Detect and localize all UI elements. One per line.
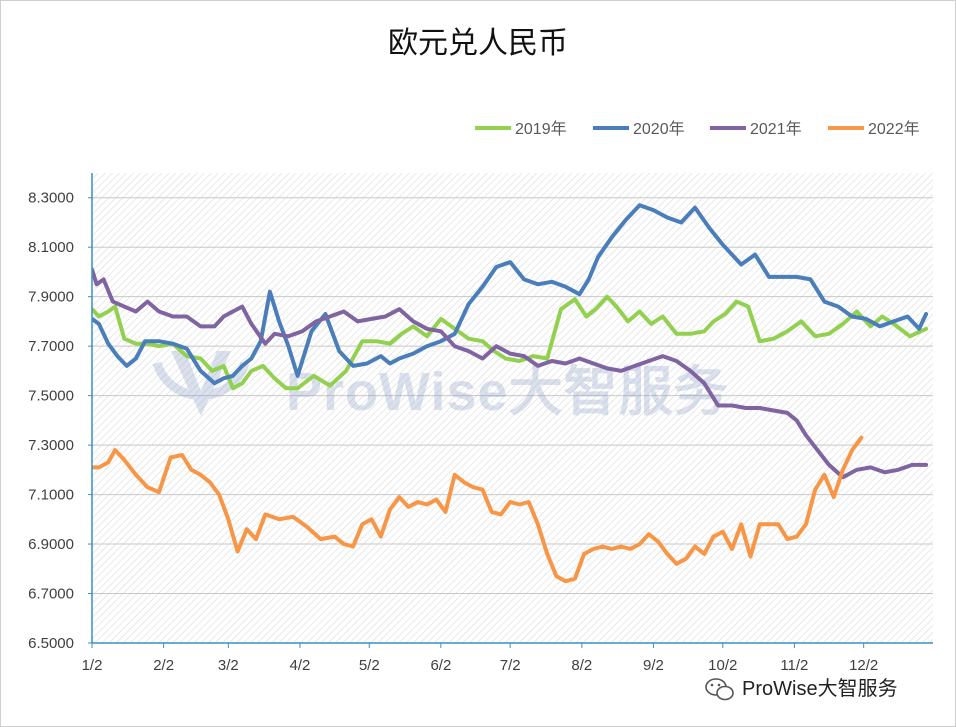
y-tick-label: 8.1000: [28, 239, 74, 256]
series-line-2019年: [92, 294, 929, 391]
x-tick-label: 3/2: [218, 657, 239, 674]
x-tick-label: 2/2: [153, 657, 174, 674]
series-line-continuation-4: [794, 435, 864, 539]
y-tick-label: 6.7000: [28, 586, 74, 603]
x-tick-label: 11/2: [780, 657, 808, 674]
y-tick-label: 6.9000: [28, 536, 74, 553]
legend-label: 2022年: [868, 120, 920, 138]
watermark-text: ProWise大智服务: [286, 362, 729, 422]
x-axis-ticks: 1/2 2/2 3/2 4/2 5/2 6/2 7/2 8/2 9/2 10/2 11/2 12/2: [82, 643, 878, 674]
y-tick-label: 6.5000: [28, 635, 74, 652]
chart-title: 欧元兑人民币: [388, 26, 568, 61]
x-tick-label: 4/2: [290, 657, 311, 674]
x-tick-label: 7/2: [500, 657, 521, 674]
series-line-2022年: [92, 448, 799, 584]
logo-label: ProWise大智服务: [742, 677, 898, 700]
chart-legend: 2019年 2020年 2021年 2022年: [475, 120, 920, 138]
x-tick-label: 8/2: [571, 657, 592, 674]
wechat-icon: [705, 678, 734, 701]
gridlines: [92, 197, 933, 595]
x-tick-label: 6/2: [430, 657, 451, 674]
x-tick-label: 1/2: [82, 657, 103, 674]
series-line-2020年: [92, 203, 929, 386]
x-tick-label: 12/2: [849, 657, 878, 674]
y-axis-ticks: 6.5000 6.7000 6.9000 7.1000 7.3000 7.5000 7.70…: [28, 190, 92, 652]
series-layer: [92, 203, 929, 584]
plot-area: [92, 173, 933, 643]
y-tick-label: 7.3000: [28, 437, 74, 454]
legend-label: 2021年: [750, 120, 802, 138]
x-tick-label: 9/2: [643, 657, 664, 674]
y-tick-label: 7.9000: [28, 289, 74, 306]
y-tick-label: 7.1000: [28, 487, 74, 504]
y-tick-label: 7.5000: [28, 388, 74, 405]
series-line-2021年: [92, 267, 929, 480]
y-tick-label: 8.3000: [28, 190, 74, 207]
wechat-logo: ProWise大智服务: [705, 677, 898, 701]
legend-label: 2020年: [633, 120, 685, 138]
legend-label: 2019年: [515, 120, 567, 138]
y-tick-label: 7.7000: [28, 338, 74, 355]
x-tick-label: 10/2: [708, 657, 737, 674]
x-tick-label: 5/2: [359, 657, 380, 674]
